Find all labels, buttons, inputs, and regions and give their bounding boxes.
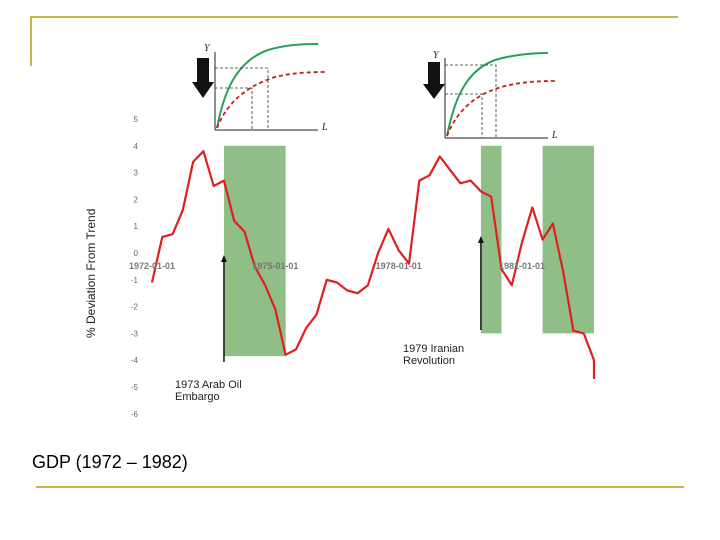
annotation-text: 1973 Arab Oil — [175, 379, 242, 391]
y-tick-label: -3 — [131, 329, 139, 338]
mpl-y-label: Y — [433, 50, 440, 61]
y-tick-label: -5 — [131, 383, 139, 392]
mpl-curve-before — [446, 52, 549, 137]
mpl-panel-1: Y L — [192, 43, 328, 133]
y-tick-label: -6 — [131, 410, 139, 419]
mpl-curve-before — [216, 43, 319, 129]
slide-title: GDP (1972 – 1982) — [32, 452, 188, 472]
y-tick-label: 1 — [134, 222, 139, 231]
recession-shading — [223, 145, 286, 357]
arrow-up-icon — [477, 236, 484, 243]
y-tick-label: 0 — [134, 249, 139, 258]
y-ticks-group: 5 4 3 2 1 0 -1 -2 -3 -4 -5 -6 — [131, 115, 139, 419]
mpl-guide-lines — [445, 64, 497, 138]
arrow-up-icon — [220, 255, 227, 262]
annotation-text: 1979 Iranian — [403, 343, 464, 355]
date-labels-group: 1972-01-01 1975-01-01 1978-01-01 1981-01-01 — [129, 261, 545, 271]
mpl-curve-after — [216, 71, 326, 129]
mpl-panel-2: Y L — [423, 50, 558, 141]
y-tick-label: -1 — [131, 276, 139, 285]
mpl-x-label: L — [321, 122, 328, 133]
y-tick-label: 4 — [134, 142, 139, 151]
y-axis-label: % Deviation From Trend — [84, 209, 98, 338]
y-tick-label: -2 — [131, 303, 139, 312]
y-tick-label: 2 — [134, 195, 139, 204]
x-date-label: 1978-01-01 — [376, 261, 422, 271]
x-date-label: 1981-01-01 — [499, 261, 545, 271]
frame-left-vertical — [30, 16, 32, 66]
y-tick-label: 3 — [134, 169, 139, 178]
frame-top-line — [30, 16, 678, 18]
gdp-series-line — [150, 150, 596, 379]
annotation-text: Embargo — [175, 391, 220, 403]
y-tick-label: -4 — [131, 356, 139, 365]
annotation-text: Revolution — [403, 355, 455, 367]
series-group — [150, 150, 596, 379]
recession-shading — [480, 145, 502, 334]
x-date-label: 1972-01-01 — [129, 261, 175, 271]
shift-down-arrow-icon — [423, 62, 445, 99]
x-date-label: 1975-01-01 — [252, 261, 298, 271]
mpl-curve-after — [446, 80, 556, 137]
recession-shading-group — [223, 145, 594, 357]
mpl-x-label: L — [551, 130, 558, 141]
mpl-y-label: Y — [204, 43, 211, 54]
mpl-guide-lines — [215, 67, 269, 130]
y-tick-label: 5 — [134, 115, 139, 124]
shift-down-arrow-icon — [192, 58, 214, 98]
frame-bottom-line — [36, 486, 684, 488]
